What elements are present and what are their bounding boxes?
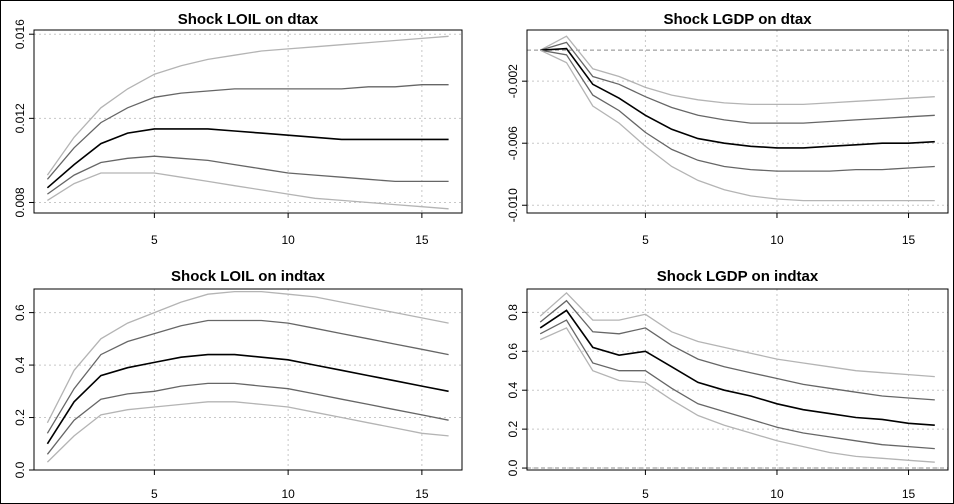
series-line-central <box>46 128 449 189</box>
panel-3: Shock LOIL on indtax 5 10 15 0.0 0.2 0.4 0.6 <box>13 268 463 501</box>
series-line-inner-lower <box>539 319 935 450</box>
y-tick-label: 0.8 <box>506 304 520 321</box>
y-tick-label: 0.2 <box>506 420 520 437</box>
panel-title: Shock LGDP on dtax <box>663 11 812 28</box>
series-line-outer-lower <box>539 327 935 463</box>
series-line-inner-upper <box>540 41 935 124</box>
series-line-inner-lower <box>47 155 449 195</box>
plot-box <box>33 288 463 471</box>
x-tick-label: 10 <box>281 487 295 501</box>
y-tick-label: -0.002 <box>506 64 520 98</box>
x-tick-label: 5 <box>151 233 158 247</box>
x-tick-label: 15 <box>902 487 916 501</box>
y-tick-label: 0.6 <box>13 304 27 321</box>
panel-title: Shock LOIL on indtax <box>171 268 326 285</box>
series-line-inner-lower <box>46 382 449 455</box>
y-tick-label: 0.0 <box>506 459 520 476</box>
y-tick-label: -0.006 <box>506 126 520 160</box>
series-line-outer-lower <box>46 401 449 463</box>
y-tick-label: 0.012 <box>13 103 27 133</box>
y-tick-label: -0.010 <box>506 188 520 222</box>
plot-box <box>526 29 949 214</box>
x-tick-label: 15 <box>902 233 916 247</box>
panel-2: Shock LGDP on dtax 5 10 15 -0.010 -0.006 -0.00… <box>506 11 949 247</box>
series-line-central <box>46 353 449 445</box>
series-line-inner-upper <box>46 84 449 180</box>
y-tick-label: 0.6 <box>506 343 520 360</box>
x-tick-label: 5 <box>642 233 649 247</box>
x-tick-label: 5 <box>151 487 158 501</box>
series-line-outer-upper <box>539 292 935 378</box>
y-tick-label: 0.4 <box>13 356 27 373</box>
y-tick-label: 0.4 <box>506 382 520 399</box>
x-tick-label: 10 <box>770 487 784 501</box>
x-tick-label: 10 <box>281 233 295 247</box>
series-line-inner-lower <box>540 49 935 172</box>
series-line-outer-lower <box>539 49 935 202</box>
panel-title: Shock LGDP on indtax <box>657 268 819 285</box>
series-line-outer-upper <box>46 290 449 424</box>
series-line-inner-upper <box>46 319 449 434</box>
x-tick-label: 10 <box>770 233 784 247</box>
series-line-outer-upper <box>539 35 935 106</box>
x-tick-label: 15 <box>415 487 429 501</box>
plot-box <box>526 288 949 471</box>
series-line-inner-upper <box>539 299 935 401</box>
panel-1: Shock LOIL on dtax 5 10 15 0.008 0.012 0.016 <box>13 11 463 247</box>
series-line-central <box>540 47 935 149</box>
panel-title: Shock LOIL on dtax <box>178 11 319 28</box>
series-line-outer-lower <box>47 172 449 210</box>
x-tick-label: 5 <box>642 487 649 501</box>
series-line-central <box>539 309 935 426</box>
y-tick-label: 0.2 <box>13 409 27 426</box>
y-tick-label: 0.008 <box>13 187 27 217</box>
plot-box <box>33 29 463 214</box>
series-line-outer-upper <box>46 35 449 176</box>
panel-4: Shock LGDP on indtax 5 10 15 0.0 0.2 0.4 0.6 0.8 <box>506 268 949 501</box>
x-tick-label: 15 <box>415 233 429 247</box>
y-tick-label: 0.016 <box>13 19 27 49</box>
y-tick-label: 0.0 <box>13 461 27 478</box>
